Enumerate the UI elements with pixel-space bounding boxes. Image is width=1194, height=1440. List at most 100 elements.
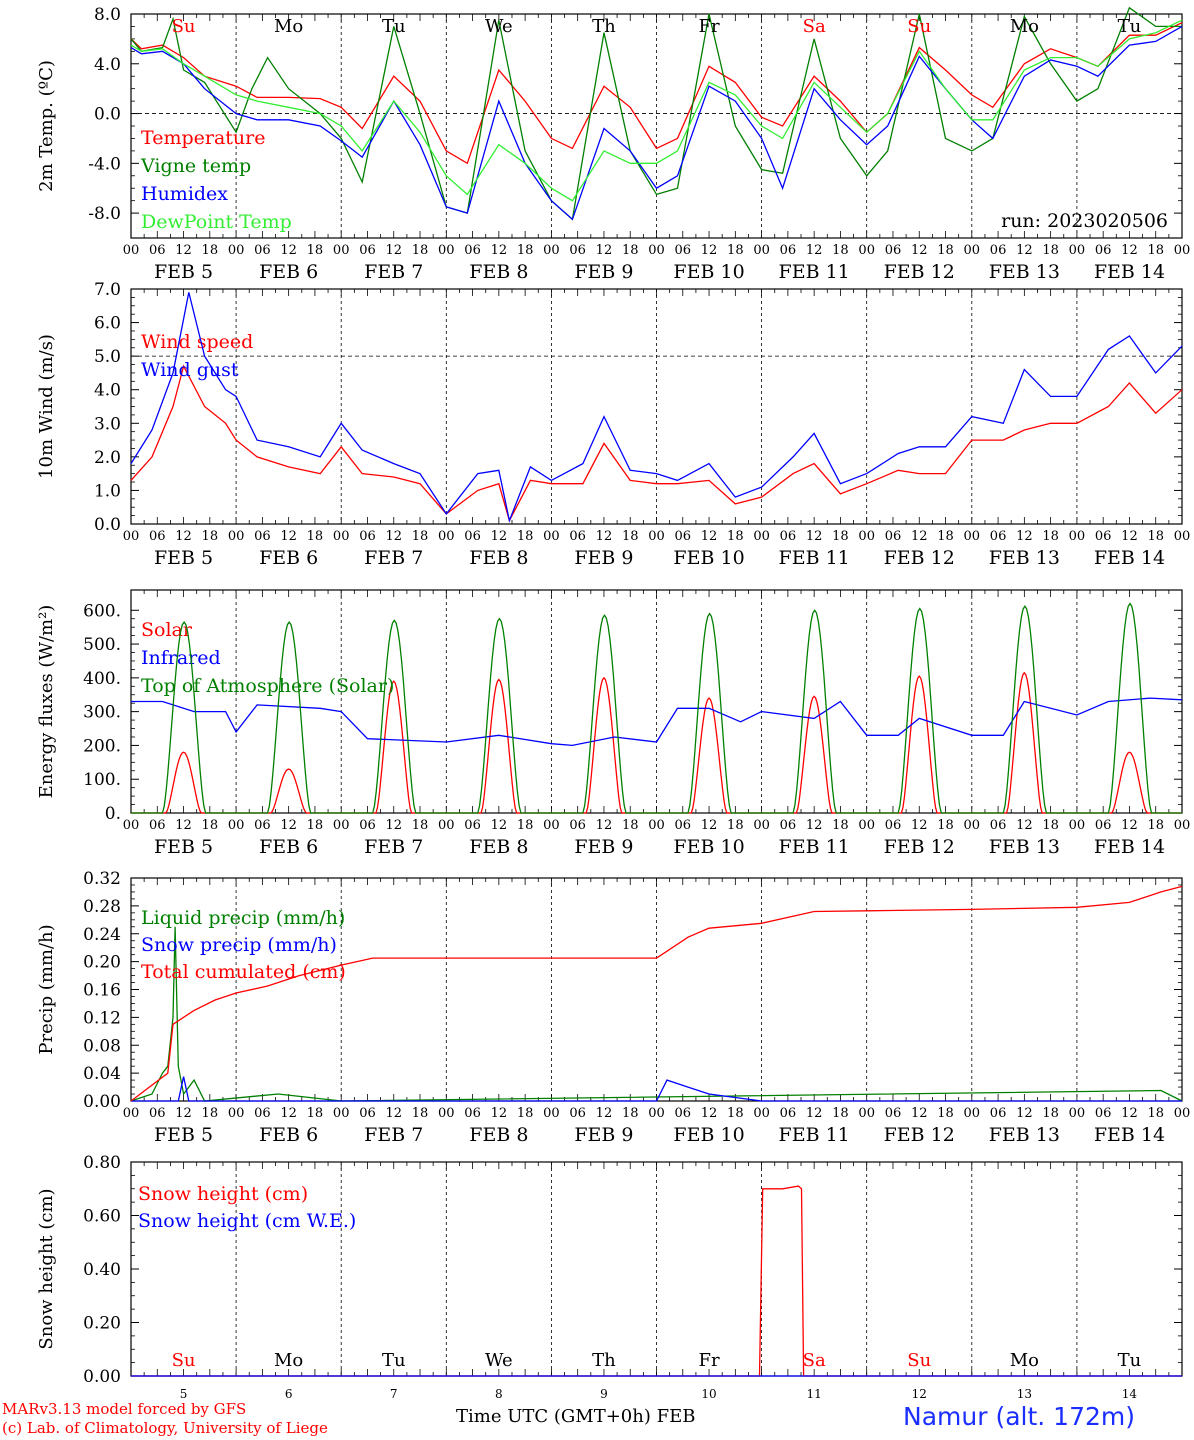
x-hour-label: 00 (753, 529, 770, 544)
legend-entry: Wind speed (141, 331, 253, 353)
series-line-temp-3 (130, 19, 1183, 202)
series-line-precip-1 (131, 1076, 1182, 1102)
x-hour-label: 06 (885, 818, 902, 833)
x-hour-label: 00 (333, 529, 350, 544)
x-hour-label: 12 (911, 243, 928, 258)
x-date-label: FEB 11 (779, 547, 850, 569)
x-date-label: FEB 13 (989, 1124, 1060, 1146)
x-hour-label: 00 (333, 243, 350, 258)
x-hour-label: 00 (228, 818, 245, 833)
x-hour-label: 18 (307, 1106, 324, 1121)
time-axis-month: FEB (656, 1406, 696, 1427)
x-hour-label: 00 (1069, 243, 1086, 258)
x-hour-label: 12 (596, 818, 613, 833)
x-hour-label: 06 (464, 1106, 481, 1121)
x-date-label: FEB 9 (574, 547, 633, 569)
legend-entry: Snow height (cm) (138, 1183, 308, 1205)
x-hour-label: 18 (517, 818, 534, 833)
x-hour-label: 12 (596, 243, 613, 258)
x-hour-label: 00 (964, 1106, 981, 1121)
x-date-label: FEB 7 (364, 261, 423, 283)
x-hour-label: 06 (1095, 818, 1112, 833)
x-date-label: FEB 8 (469, 836, 528, 858)
y-tick-label: 8.0 (94, 5, 121, 25)
x-hour-label: 06 (780, 818, 797, 833)
x-date-label: FEB 14 (1094, 261, 1165, 283)
x-day-number: 11 (807, 1387, 822, 1401)
x-hour-label: 12 (1121, 243, 1138, 258)
x-hour-label: 00 (1174, 243, 1191, 258)
x-hour-label: 12 (911, 529, 928, 544)
model-credit: MARv3.13 model forced by GFS (c) Lab. of… (2, 1400, 328, 1438)
x-date-label: FEB 12 (884, 836, 955, 858)
x-hour-label: 18 (517, 243, 534, 258)
x-date-label: FEB 13 (989, 547, 1060, 569)
x-hour-label: 00 (1174, 529, 1191, 544)
y-tick-label: 3.0 (94, 414, 121, 434)
weekday-label-bottom: Su (907, 1350, 931, 1371)
x-hour-label: 12 (1121, 818, 1138, 833)
x-hour-label: 18 (622, 818, 639, 833)
x-date-label: FEB 5 (154, 836, 213, 858)
x-hour-label: 18 (727, 1106, 744, 1121)
x-hour-label: 18 (307, 529, 324, 544)
y-axis-label: 10m Wind (m/s) (36, 334, 57, 479)
x-date-label: FEB 11 (779, 261, 850, 283)
legend-entry: Wind gust (141, 359, 239, 381)
x-hour-label: 00 (753, 243, 770, 258)
weekday-label-bottom: Tu (382, 1350, 406, 1371)
x-hour-label: 00 (228, 1106, 245, 1121)
x-date-label: FEB 12 (884, 547, 955, 569)
x-hour-label: 12 (491, 243, 508, 258)
y-tick-label: 500. (83, 635, 121, 655)
x-hour-label: 06 (149, 529, 166, 544)
y-tick-label: 0.40 (83, 1260, 121, 1280)
x-hour-label: 06 (675, 1106, 692, 1121)
series-line-precip-0 (130, 926, 1183, 1102)
x-date-label: FEB 10 (673, 1124, 744, 1146)
time-axis-text: Time UTC (GMT+0h) (456, 1406, 651, 1427)
x-hour-label: 06 (990, 243, 1007, 258)
x-hour-label: 12 (1016, 243, 1033, 258)
y-tick-label: 7.0 (94, 280, 121, 300)
x-hour-label: 06 (254, 818, 271, 833)
y-tick-label: 0.0 (94, 515, 121, 535)
weekday-label-top: Mo (1010, 16, 1039, 37)
x-hour-label: 06 (1095, 529, 1112, 544)
x-hour-label: 00 (858, 529, 875, 544)
x-date-label: FEB 10 (673, 547, 744, 569)
x-hour-label: 12 (701, 243, 718, 258)
x-hour-label: 18 (517, 1106, 534, 1121)
x-hour-label: 06 (464, 529, 481, 544)
y-tick-label: 4.0 (94, 381, 121, 401)
x-hour-label: 00 (228, 529, 245, 544)
x-hour-label: 00 (543, 818, 560, 833)
series-line-wind-0 (130, 364, 1183, 523)
y-tick-label: 200. (83, 736, 121, 756)
x-hour-label: 18 (832, 1106, 849, 1121)
x-hour-label: 06 (1095, 1106, 1112, 1121)
x-hour-label: 12 (175, 818, 192, 833)
x-date-label: FEB 6 (259, 261, 318, 283)
x-date-label: FEB 13 (989, 836, 1060, 858)
x-hour-label: 12 (385, 243, 402, 258)
x-hour-label: 12 (806, 1106, 823, 1121)
series-line-energy-1 (131, 697, 1183, 747)
x-hour-label: 12 (280, 818, 297, 833)
x-hour-label: 18 (1042, 529, 1059, 544)
x-hour-label: 18 (1147, 1106, 1164, 1121)
x-hour-label: 12 (385, 529, 402, 544)
x-hour-label: 00 (858, 818, 875, 833)
run-label: run: 2023020506 (1001, 210, 1168, 232)
y-tick-label: 0.12 (83, 1008, 121, 1028)
x-hour-label: 12 (701, 1106, 718, 1121)
x-hour-label: 06 (990, 818, 1007, 833)
x-hour-label: 12 (806, 243, 823, 258)
x-hour-label: 18 (202, 1106, 219, 1121)
x-hour-label: 06 (149, 1106, 166, 1121)
y-tick-label: 0. (105, 804, 121, 824)
x-hour-label: 06 (464, 243, 481, 258)
x-date-label: FEB 5 (154, 547, 213, 569)
x-hour-label: 18 (622, 529, 639, 544)
legend-entry: Liquid precip (mm/h) (141, 907, 345, 929)
